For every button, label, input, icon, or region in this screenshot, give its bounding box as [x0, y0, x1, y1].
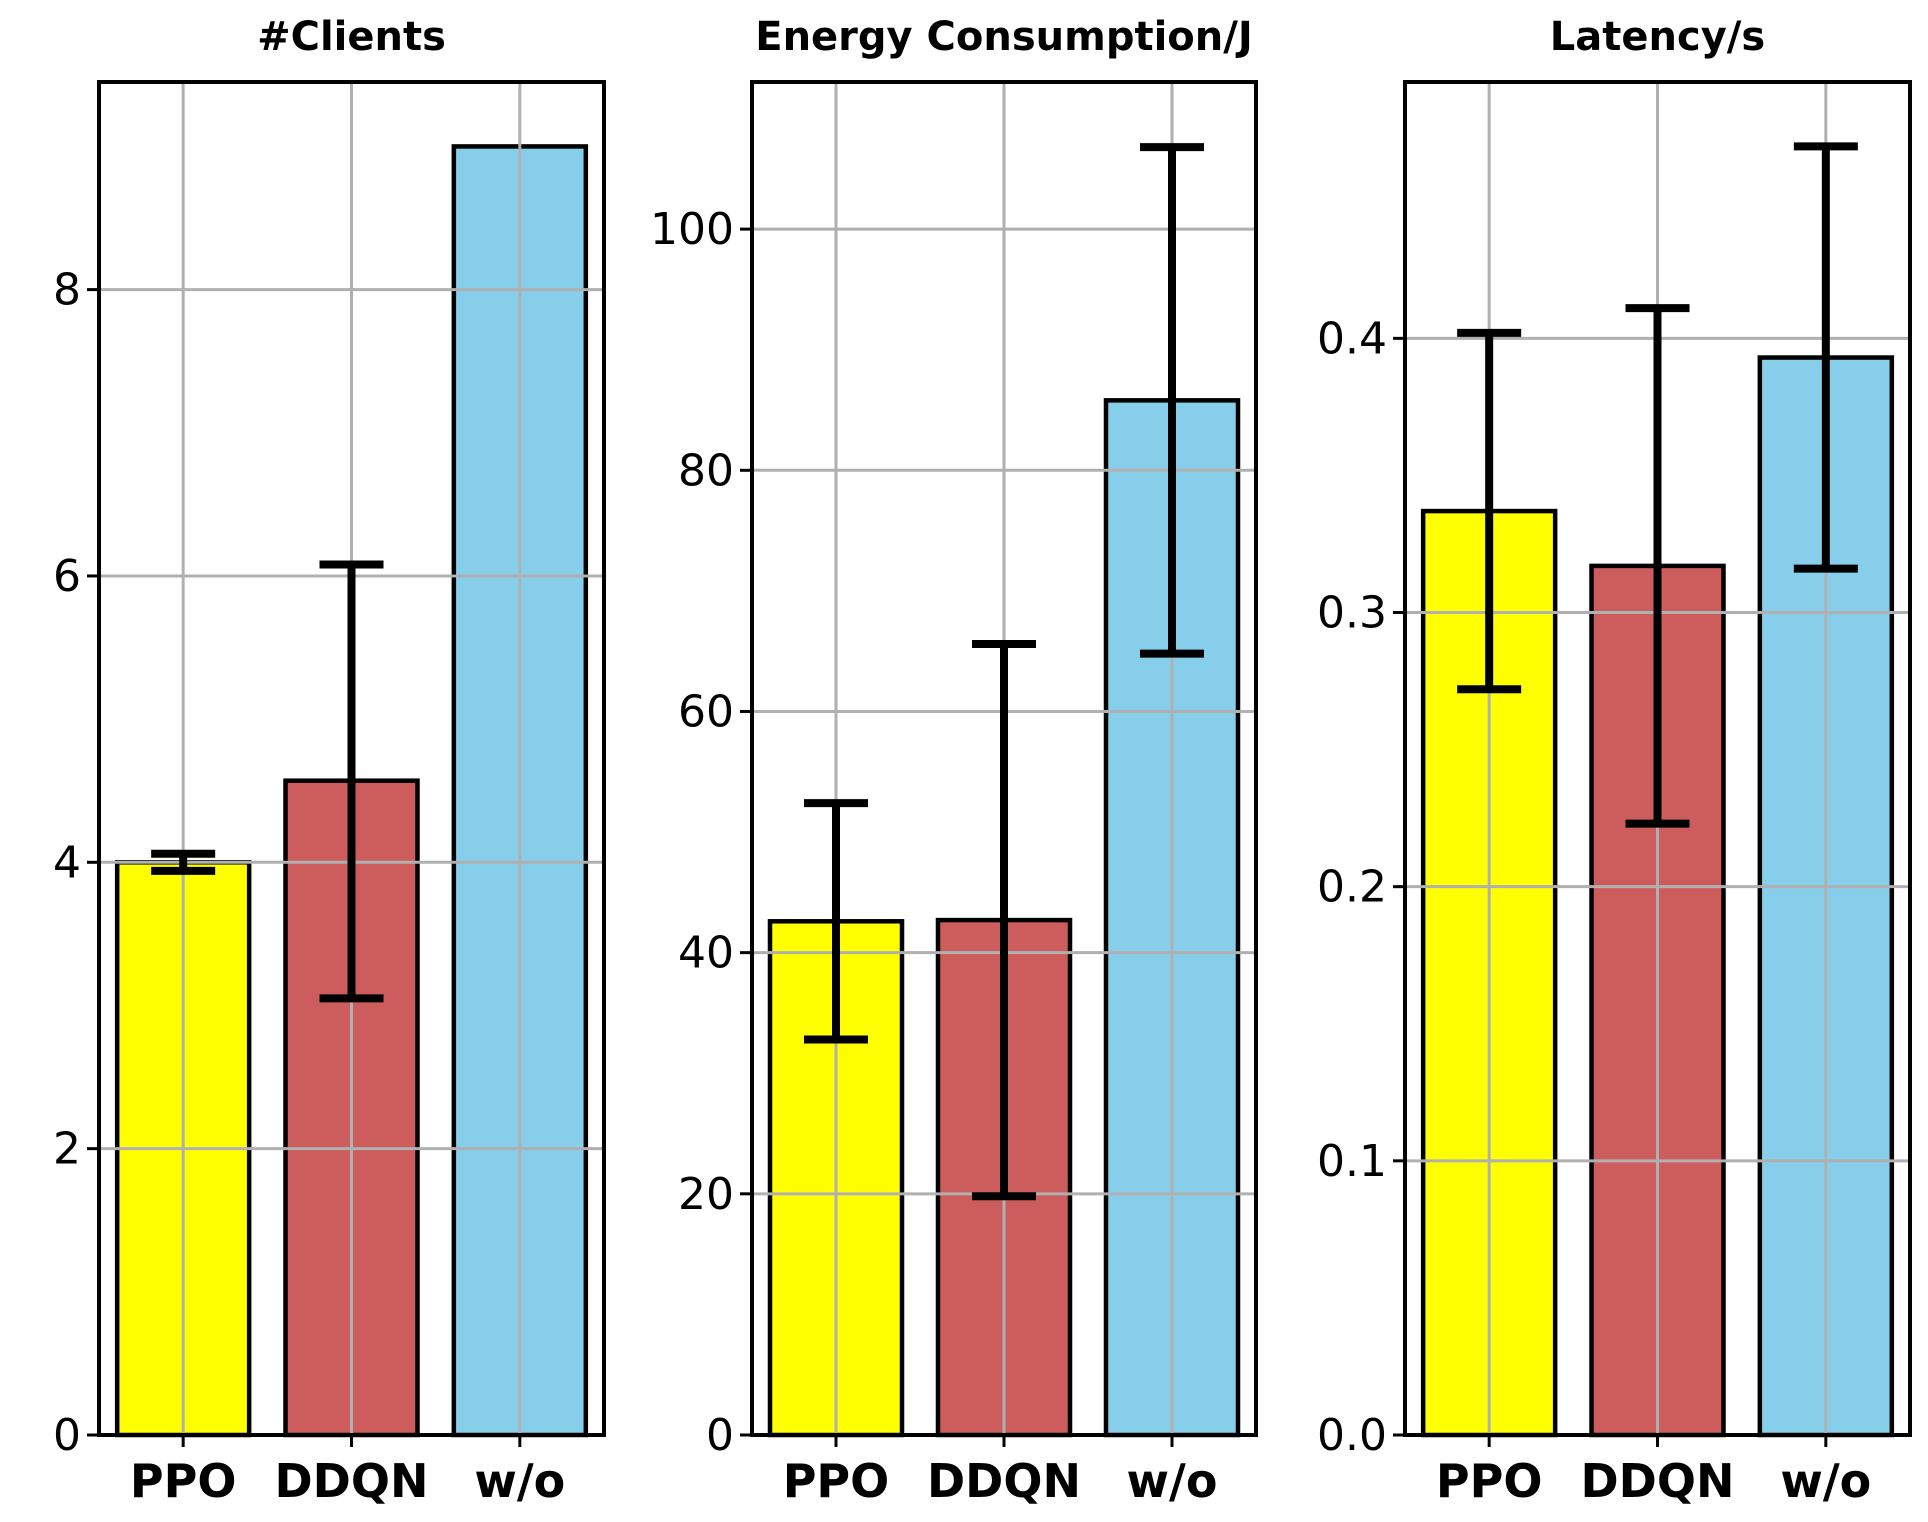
error-bar-ppo	[151, 849, 216, 875]
x-tick-label-w-o: w/o	[1127, 1454, 1218, 1508]
error-bar-w-o	[1793, 142, 1858, 573]
chart-title: Latency/s	[1550, 14, 1765, 60]
x-tick-label-ddqn: DDQN	[1581, 1454, 1735, 1508]
y-tick-label: 0.1	[1317, 1136, 1387, 1187]
panel-latency: Latency/s 0.0 0.1 0.2 0.3 0.4 PPO DDQN w/o	[1317, 14, 1912, 1508]
error-bar-ppo	[804, 799, 868, 1044]
y-tick-label: 0.2	[1317, 862, 1387, 913]
x-tick-label-w-o: w/o	[474, 1454, 565, 1508]
error-bar-ddqn	[319, 560, 384, 1003]
chart-title: Energy Consumption/J	[755, 14, 1252, 60]
y-tick-label: 4	[53, 837, 81, 888]
chart-title: #Clients	[257, 14, 446, 60]
x-tick-label-ddqn: DDQN	[927, 1454, 1081, 1508]
error-bar-ddqn	[972, 639, 1036, 1201]
y-tick-label: 0.3	[1317, 588, 1387, 639]
error-bar-ppo	[1457, 328, 1522, 694]
x-tick-label-ppo: PPO	[783, 1454, 890, 1508]
y-tick-label: 80	[678, 445, 734, 496]
y-tick-label: 0.0	[1317, 1410, 1387, 1461]
y-tick-label: 2	[53, 1124, 81, 1175]
y-tick-label: 8	[53, 265, 81, 316]
error-bar-ddqn	[1625, 304, 1690, 828]
y-tick-label: 6	[53, 551, 81, 602]
x-tick-label-ppo: PPO	[1436, 1454, 1543, 1508]
y-tick-label: 60	[678, 686, 734, 737]
panel-energy-consumption: Energy Consumption/J 0 20 40 60 80 100 PPO DDQN w…	[650, 14, 1258, 1508]
y-tick-label: 40	[678, 928, 734, 979]
error-bar-w-o	[1140, 143, 1204, 658]
x-tick-label-ddqn: DDQN	[275, 1454, 429, 1508]
y-tick-label: 20	[678, 1169, 734, 1220]
x-tick-label-ppo: PPO	[130, 1454, 237, 1508]
x-tick-label-w-o: w/o	[1780, 1454, 1871, 1508]
y-tick-label: 0	[706, 1410, 734, 1461]
y-tick-label: 0.4	[1317, 313, 1387, 364]
panel-clients: #Clients 0 2 4 6 8 PPO DDQN w/o	[53, 14, 606, 1508]
y-tick-label: 0	[53, 1410, 81, 1461]
y-tick-label: 100	[650, 204, 734, 255]
